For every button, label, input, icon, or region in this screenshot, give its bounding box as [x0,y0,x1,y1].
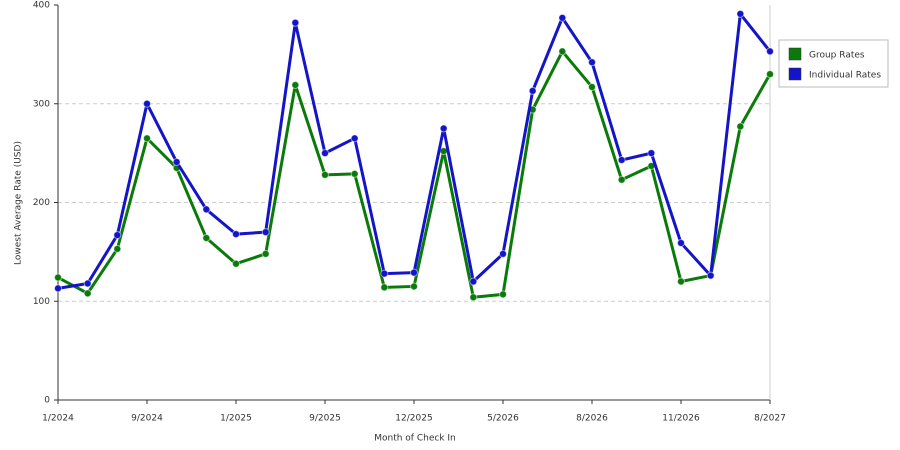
data-point [113,231,122,240]
data-point [202,205,211,214]
x-tick-label: 8/2027 [754,414,786,424]
data-point [410,268,418,277]
data-point [439,124,448,133]
data-point [113,244,122,253]
x-tick-label: 11/2026 [662,414,700,424]
data-point [380,283,389,292]
data-point [706,271,715,280]
data-point [143,99,151,108]
data-point [232,230,240,239]
data-point [617,156,626,165]
y-tick-label: 100 [33,297,50,307]
data-point [766,70,774,79]
data-point [350,169,359,178]
data-point [261,228,270,237]
data-point [499,290,507,299]
data-point [766,47,774,56]
data-point [736,122,745,131]
legend-swatch [788,67,802,81]
data-point [617,175,626,184]
x-tick-label: 5/2026 [487,414,519,424]
data-point [736,9,745,18]
data-point [261,249,270,258]
y-tick-label: 0 [44,396,50,406]
y-axis-title: Lowest Average Rate (USD) [14,141,24,265]
legend-label: Individual Rates [809,71,881,81]
data-point [291,18,300,27]
y-tick-label: 200 [33,198,50,208]
data-point [469,293,478,302]
legend-label: Group Rates [809,51,865,61]
data-point [232,259,240,268]
data-point [499,249,507,258]
series-line [57,12,772,290]
x-tick-label: 1/2024 [42,414,74,424]
x-tick-label: 1/2025 [220,414,252,424]
data-point [143,134,151,143]
x-tick-label: 8/2026 [576,414,608,424]
data-point [558,47,567,56]
data-point [558,13,567,22]
data-point [410,282,418,291]
data-point [588,82,596,91]
data-point [54,273,62,282]
x-tick-label: 9/2025 [309,414,341,424]
x-tick-label: 9/2024 [131,414,163,424]
data-point [588,58,596,67]
series-line [57,49,772,299]
data-point [321,149,329,158]
data-point [83,289,92,298]
data-point [202,234,211,243]
data-point [321,170,329,179]
x-tick-label: 12/2025 [395,414,432,424]
data-point [469,277,478,286]
data-point [350,134,359,143]
data-point [677,277,685,286]
data-point [291,80,300,89]
data-point [677,238,685,247]
y-tick-label: 400 [33,1,50,11]
x-axis-title: Month of Check In [374,434,456,444]
data-point [54,284,62,293]
data-point [172,158,181,167]
y-tick-label: 300 [33,99,50,109]
data-point [83,279,92,288]
data-point [380,269,389,278]
data-point [528,86,537,95]
data-point [647,149,656,158]
legend-swatch [788,47,802,61]
